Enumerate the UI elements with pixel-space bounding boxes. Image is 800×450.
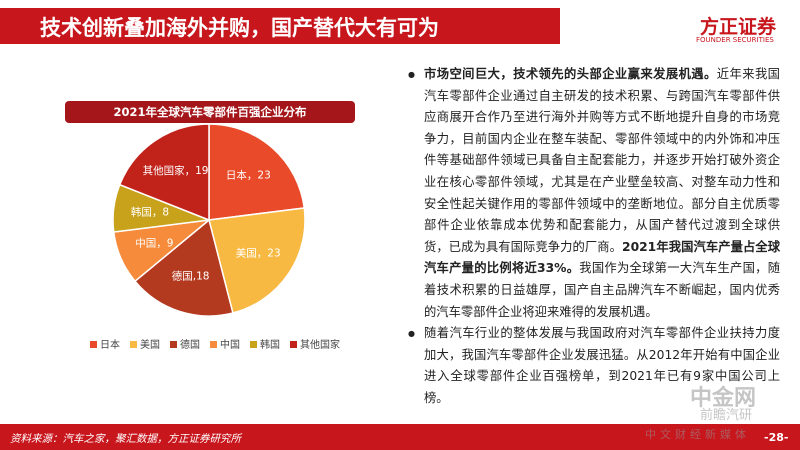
legend-swatch [170,341,177,348]
legend-item: 德国 [170,336,200,351]
legend-swatch [290,341,297,348]
pie-slice [133,218,234,317]
legend-item: 美国 [130,336,160,351]
watermark: 中文财经新媒体 [645,428,750,441]
bullet: 随着汽车行业的整体发展与我国政府对汽车零部件企业扶持力度加大，我国汽车零部件企业… [408,323,780,409]
data-label: 韩国，8 [131,206,169,219]
bullet: 市场空间巨大，技术领先的头部企业赢来发展机遇。近年来我国汽车零部件企业通过自主研… [408,64,780,323]
legend-label: 韩国 [260,340,280,351]
legend-swatch [130,341,137,348]
data-label: 中国，9 [135,237,173,250]
slide-title: 技术创新叠加海外并购，国产替代大有可为 [40,16,439,40]
header-bar [0,8,560,44]
data-label: 德国,18 [172,270,210,283]
source: 资料来源：汽车之家，聚汇数据，方正证券研究所 [10,433,241,445]
chart-title: 2021年全球汽车零部件百强企业分布 [65,101,355,123]
legend-label: 中国 [220,340,240,351]
text-run: 市场空间巨大，技术领先的头部企业赢来发展机遇。 [424,67,717,81]
legend-item: 日本 [90,336,120,351]
pie-chart: 日本，23 美国，23 德国,18 中国，9 韩国，8 其他国家，19 [112,123,306,317]
text-run: 我国作为全球第一大汽车生产国，随着技术积累的日益雄厚，国产自主品牌汽车不断崛起，… [424,261,780,319]
legend-item: 中国 [210,336,240,351]
legend-label: 德国 [180,340,200,351]
text-run: 2021年我国汽车产量占全球汽车产量的比例将近33%。 [424,239,780,276]
legend-label: 日本 [100,340,120,351]
legend-swatch [210,341,217,348]
footer-bar [0,424,800,450]
pie-slice [208,207,306,314]
legend-swatch [90,341,97,348]
text-run: 随着汽车行业的整体发展与我国政府对汽车零部件企业扶持力度加大，我国汽车零部件企业… [424,326,780,405]
data-label: 其他国家，19 [143,164,209,177]
watermark: 前瞻汽研 [700,408,753,423]
legend-swatch [250,341,257,348]
pie-slice [208,123,306,221]
legend-label: 美国 [140,340,160,351]
legend-item: 其他国家 [290,336,340,351]
legend-item: 韩国 [250,336,280,351]
legend-label: 其他国家 [300,340,340,351]
pie-slice [118,123,210,222]
page-number: -28- [764,431,789,444]
watermark: 中金网 [690,386,757,411]
data-label: 日本，23 [226,168,271,181]
body-text: 市场空间巨大，技术领先的头部企业赢来发展机遇。近年来我国汽车零部件企业通过自主研… [408,64,780,410]
data-label: 美国，23 [236,246,281,259]
logo-en: FOUNDER SECURITIES [696,36,774,44]
legend: 日本 美国 德国 中国 韩国 其他国家 [60,336,370,351]
logo: 方正证券 [700,16,777,38]
text-run: 近年来我国汽车零部件企业通过自主研发的技术积累、与跨国汽车零部件供应商展开合作乃… [424,67,780,254]
